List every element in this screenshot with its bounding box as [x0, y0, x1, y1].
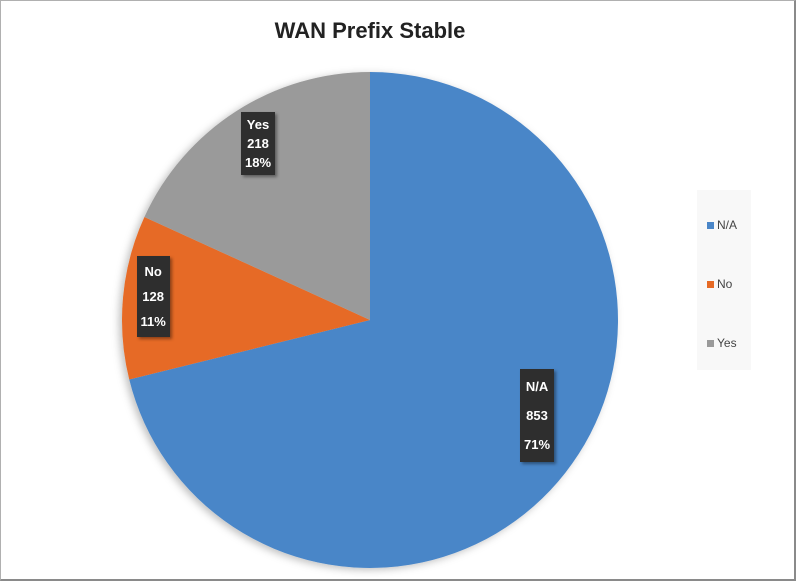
data-label-text: 218 [247, 135, 269, 151]
data-label-text: No [144, 263, 162, 279]
legend: N/A No Yes [697, 190, 751, 370]
pie-slice-yes [144, 72, 370, 320]
data-label: No 128 11% [136, 255, 170, 337]
legend-swatch [707, 221, 714, 229]
data-label: N/A 853 71% [520, 368, 555, 462]
data-label-text: 71% [524, 436, 551, 452]
legend-item: No [707, 277, 732, 291]
pie-slice-na [129, 72, 619, 568]
legend-swatch [707, 339, 714, 347]
chart-title: WAN Prefix Stable [274, 18, 466, 43]
data-label-text: 11% [140, 313, 166, 329]
legend-label: No [717, 277, 733, 291]
legend-label: Yes [717, 336, 737, 350]
legend-swatch [707, 280, 714, 288]
data-label: Yes 218 18% [241, 111, 276, 175]
legend-item: Yes [707, 336, 737, 350]
data-label-text: Yes [246, 116, 270, 132]
data-label-text: N/A [525, 378, 549, 394]
legend-item: N/A [707, 218, 737, 232]
data-label-text: 128 [142, 288, 164, 304]
data-label-text: 18% [245, 154, 272, 170]
legend-label: N/A [717, 218, 738, 232]
data-label-text: 853 [526, 407, 548, 423]
pie-slice-no [122, 216, 371, 380]
